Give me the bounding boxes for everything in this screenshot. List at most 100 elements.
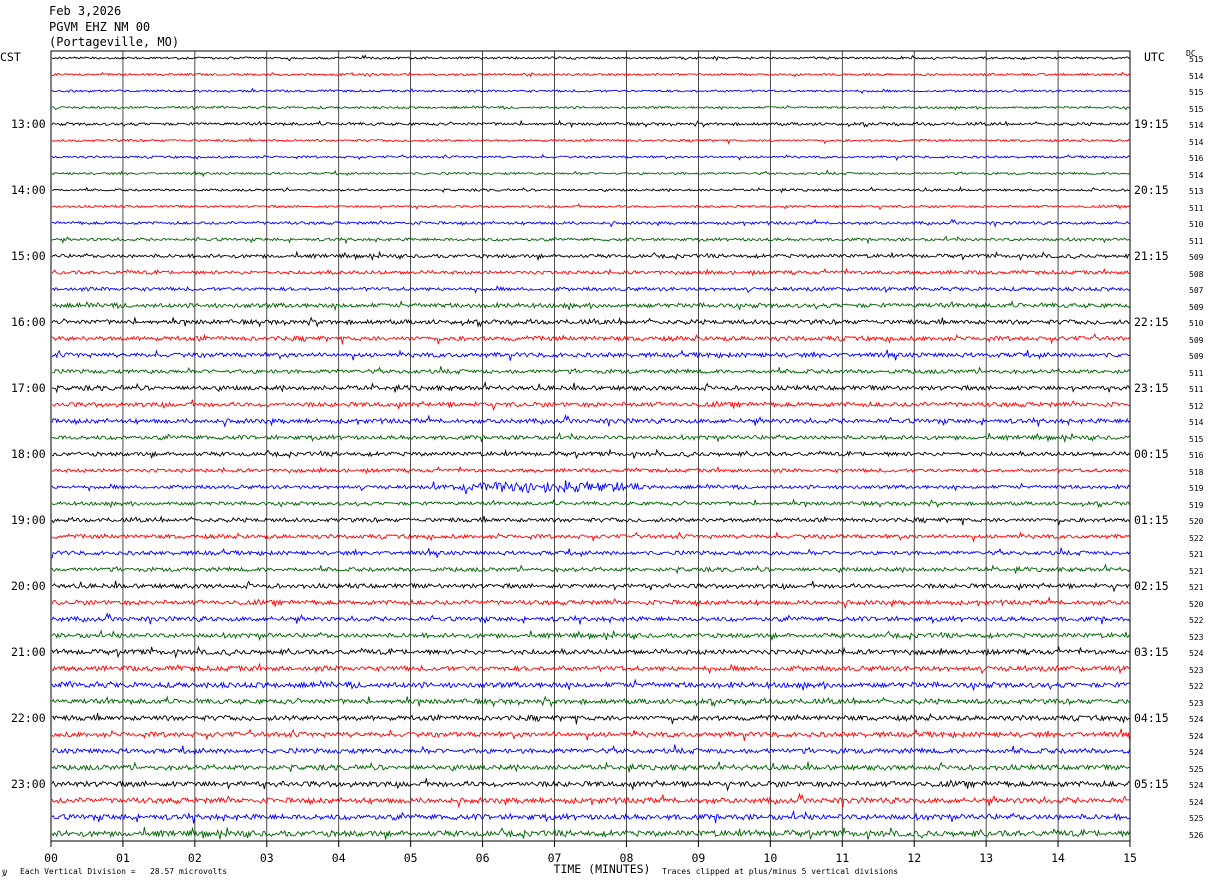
dc-offset-label: 524	[1189, 715, 1204, 724]
x-tick-label-04: 04	[332, 851, 346, 865]
cst-zone-label: CST	[0, 50, 21, 64]
dc-offset-label: 519	[1189, 484, 1204, 493]
x-tick-label-12: 12	[907, 851, 921, 865]
x-tick-label-01: 01	[116, 851, 130, 865]
dc-offset-label: 522	[1189, 682, 1204, 691]
dc-offset-label: 508	[1189, 269, 1204, 279]
trace-40	[51, 695, 1130, 708]
utc-hour-label: 20:15	[1134, 183, 1169, 197]
trace-41	[51, 712, 1130, 725]
trace-27	[51, 480, 1130, 495]
cst-hour-label: 13:00	[11, 117, 46, 131]
dc-offset-label: 524	[1189, 797, 1204, 807]
trace-47	[51, 809, 1130, 824]
trace-6	[51, 137, 1130, 145]
trace-31	[51, 547, 1130, 559]
trace-25	[51, 448, 1130, 460]
dc-offset-label: 526	[1189, 830, 1204, 840]
x-tick-label-09: 09	[691, 851, 705, 865]
utc-hour-label: 02:15	[1134, 579, 1169, 593]
scale-note: Each Vertical Division = 28.57 microvolt…	[20, 867, 228, 876]
cst-hour-label: 15:00	[11, 249, 46, 263]
trace-30	[51, 531, 1130, 543]
utc-zone-label: UTC	[1144, 50, 1165, 64]
trace-44	[51, 761, 1130, 773]
trace-21	[51, 381, 1131, 394]
dc-offset-label: 522	[1189, 533, 1204, 543]
trace-3	[51, 87, 1130, 95]
dc-offset-label: 509	[1189, 352, 1204, 361]
dc-offset-label: 523	[1189, 665, 1204, 675]
cst-hour-label: 20:00	[11, 579, 46, 593]
trace-19	[51, 349, 1130, 361]
dc-offset-label: 511	[1189, 368, 1204, 378]
trace-37	[51, 645, 1130, 659]
dc-offset-label: 515	[1189, 88, 1204, 97]
x-tick-label-02: 02	[188, 851, 202, 865]
dc-offset-label: 509	[1189, 302, 1204, 312]
x-tick-label-15: 15	[1123, 851, 1137, 865]
x-tick-label-00: 00	[44, 851, 58, 865]
dc-offset-label: 509	[1189, 253, 1204, 262]
trace-39	[51, 678, 1130, 692]
trace-8	[51, 169, 1130, 178]
trace-42	[51, 728, 1131, 741]
trace-22	[52, 399, 1130, 412]
dc-offset-label: 511	[1189, 203, 1204, 213]
dc-offset-label: 524	[1189, 649, 1204, 658]
utc-hour-label: 00:15	[1134, 447, 1169, 461]
trace-15	[51, 285, 1130, 295]
dc-offset-label: 521	[1189, 583, 1204, 592]
dc-header: DC	[1186, 49, 1196, 58]
trace-23	[51, 414, 1130, 428]
dc-offset-label: 511	[1189, 385, 1204, 394]
trace-9	[51, 186, 1130, 194]
dc-offset-label: 520	[1189, 599, 1204, 609]
dc-offset-label: 516	[1189, 451, 1204, 460]
traces-group	[51, 54, 1131, 840]
dc-offset-label: 514	[1189, 418, 1204, 427]
station-location: (Portageville, MO)	[49, 35, 180, 49]
cst-hour-label: 21:00	[11, 645, 46, 659]
dc-offset-label: 507	[1189, 286, 1204, 295]
dc-offset-label: 525	[1189, 814, 1204, 823]
trace-16	[51, 299, 1130, 312]
trace-5	[51, 119, 1130, 129]
plot-frame	[50, 50, 1131, 842]
dc-offset-label: 509	[1189, 335, 1204, 345]
dc-offset-label: 511	[1189, 236, 1204, 246]
utc-hour-label: 22:15	[1134, 315, 1169, 329]
cst-hour-label: 17:00	[11, 381, 46, 395]
trace-14	[51, 267, 1130, 277]
trace-28	[51, 498, 1131, 509]
dc-offset-label: 514	[1189, 71, 1204, 81]
trace-1	[51, 54, 1130, 62]
utc-hour-label: 23:15	[1134, 381, 1169, 395]
x-tick-label-10: 10	[763, 851, 777, 865]
dc-offset-label: 524	[1189, 781, 1204, 790]
cst-hour-label: 23:00	[11, 777, 46, 791]
trace-48	[51, 826, 1131, 840]
trace-38	[51, 662, 1130, 675]
dc-offset-label: 515	[1189, 434, 1204, 444]
dc-offset-label: 516	[1189, 154, 1204, 163]
trace-45	[51, 778, 1130, 792]
utc-hour-label: 04:15	[1134, 711, 1169, 725]
dc-offset-label: 513	[1189, 187, 1204, 196]
utc-hour-label: 19:15	[1134, 117, 1169, 131]
x-tick-label-14: 14	[1051, 851, 1065, 865]
dc-offset-label: 524	[1189, 748, 1204, 757]
dc-offset-label: 519	[1189, 500, 1204, 510]
utc-hour-label: 21:15	[1134, 249, 1169, 263]
x-tick-label-13: 13	[979, 851, 993, 865]
trace-7	[51, 154, 1130, 162]
plot-date: Feb 3,2026	[49, 4, 122, 18]
trace-12	[51, 235, 1130, 245]
dc-offset-label: 518	[1189, 467, 1204, 477]
dc-offset-label: 525	[1189, 764, 1204, 774]
trace-43	[51, 744, 1131, 757]
dc-offset-label: 522	[1189, 616, 1204, 625]
dc-offset-label: 514	[1189, 137, 1204, 147]
dc-offset-label: 515	[1189, 55, 1204, 64]
dc-offset-label: 521	[1189, 566, 1204, 576]
